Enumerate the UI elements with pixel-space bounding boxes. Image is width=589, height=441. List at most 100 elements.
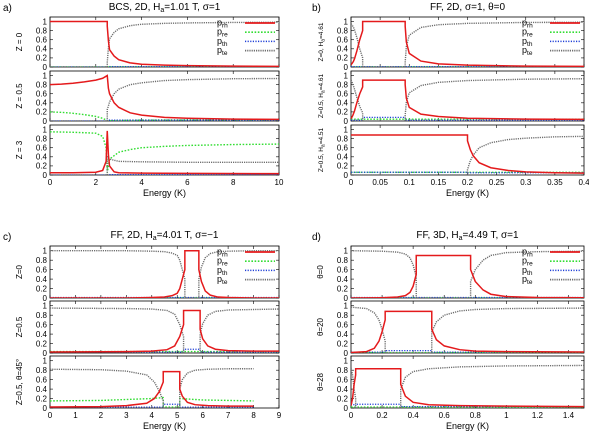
- series-line-p-te: [50, 77, 279, 121]
- y-tick-label: 0.6: [36, 36, 48, 45]
- legend-label-subscript: th: [222, 270, 228, 277]
- x-tick-label: 3: [124, 411, 129, 420]
- y-tick-label: 0.6: [36, 90, 48, 99]
- panel-b: b) FF, 2D, σ=1, θ=000.20.40.60.81Z=0, Ha=…: [312, 2, 589, 198]
- subplot-2: 00.20.40.60.81 Z = 0.5: [15, 70, 280, 126]
- subplot-frame: [49, 300, 280, 354]
- series-line-p-rh: [50, 249, 279, 298]
- legend-label: pth: [522, 36, 533, 48]
- x-tick-label: 5: [175, 411, 180, 420]
- series-line-p-te: [50, 155, 279, 175]
- panel-title-subscript: a: [153, 235, 157, 242]
- legend-label: pre: [522, 256, 533, 268]
- series-line-p-rh: [351, 134, 584, 174]
- y-tick-label: 0.8: [36, 256, 48, 265]
- series-line-p-th: [351, 116, 584, 121]
- y-tick-label: 0.4: [337, 330, 349, 339]
- legend-label: pte: [522, 45, 533, 57]
- panel-letter: b): [312, 3, 321, 14]
- series-line-p-te: [50, 368, 254, 408]
- y-axis-label-subscript: a: [321, 144, 327, 147]
- series-line-p-rh: [351, 79, 584, 121]
- series-line-p-th: [50, 403, 254, 408]
- legend-label-subscript: th: [527, 41, 533, 48]
- y-tick-label: 1: [344, 125, 349, 134]
- y-tick-label: 0.8: [36, 134, 48, 143]
- series-line-p-te: [351, 306, 584, 353]
- x-axis-label: Energy (K): [446, 421, 489, 431]
- x-axis-label: Energy (K): [143, 188, 186, 198]
- panel-letter: c): [3, 232, 11, 243]
- series-line-p-te: [50, 250, 279, 298]
- x-tick-label: 0.15: [431, 178, 447, 187]
- y-tick-label: 0: [43, 63, 48, 72]
- y-tick-label: 0.2: [337, 162, 349, 171]
- x-tick-label: 6: [200, 411, 205, 420]
- y-tick-label: 0.8: [36, 366, 48, 375]
- panel-title-rest: =1.01 T, σ=1: [164, 2, 220, 13]
- legend-label: pth: [217, 36, 228, 48]
- x-tick-label: 0.1: [404, 178, 416, 187]
- series-line-p-te: [50, 307, 279, 353]
- x-tick-label: 0.25: [489, 178, 505, 187]
- subplot-3: 00.20.40.60.810 1 2 3 4 5 6 7 8 9Z=0.5, θ=45°: [15, 355, 282, 420]
- subplot-frame: [49, 124, 280, 176]
- subplot-frame: [49, 70, 280, 122]
- y-tick-label: 0.4: [337, 99, 349, 108]
- series-line-p-th: [351, 402, 584, 408]
- y-tick-label: 0.4: [36, 153, 48, 162]
- panel-title: FF, 2D, Ha=4.01 T, σ=−1: [110, 230, 218, 242]
- series-line-p-te: [351, 21, 584, 67]
- legend-label-subscript: te: [222, 279, 228, 286]
- legend-label: prh: [217, 18, 228, 30]
- y-tick-label: 0.2: [36, 108, 48, 117]
- panel-a: a) BCS, 2D, Ha=1.01 T, σ=100.20.40.60.81Z…: [3, 2, 284, 198]
- subplot-2: 00.20.40.60.81 θ=20: [316, 300, 585, 358]
- series-line-p-re: [50, 131, 279, 173]
- y-tick-label: 0.8: [337, 134, 349, 143]
- y-tick-label: 0.2: [36, 54, 48, 63]
- y-axis-label-rest: =4.61: [318, 73, 325, 90]
- panel-title: BCS, 2D, Ha=1.01 T, σ=1: [109, 2, 221, 14]
- series-line-p-re: [50, 111, 279, 121]
- series-line-p-rh: [50, 309, 279, 353]
- series-line-p-te: [351, 78, 584, 121]
- x-tick-label: 2: [94, 178, 99, 187]
- x-tick-label: 0: [48, 178, 53, 187]
- subplot-frame: [49, 16, 280, 68]
- x-tick-label: 0: [349, 411, 354, 420]
- panel-title-subscript: a: [160, 7, 164, 14]
- legend-label-subscript: th: [222, 41, 228, 48]
- y-axis-label: Z=0.5, Ha=4.51: [318, 127, 327, 172]
- y-tick-label: 0.8: [337, 256, 349, 265]
- x-tick-label: 4: [139, 178, 144, 187]
- legend-label: pre: [522, 27, 533, 39]
- y-tick-label: 0.4: [337, 45, 349, 54]
- x-axis-label: Energy (K): [446, 188, 489, 198]
- legend-label: pth: [522, 265, 533, 277]
- series-line-p-rh: [50, 20, 279, 67]
- y-axis-label-subscript: a: [321, 39, 327, 42]
- subplot-3: 00.20.40.60.810 0.05 0.1 0.15 0.2 0.25 0.3 0.35…: [318, 124, 589, 187]
- x-tick-label: 0.8: [470, 411, 482, 420]
- y-tick-label: 0.2: [337, 394, 349, 403]
- y-tick-label: 0.2: [337, 284, 349, 293]
- panel-title-rest: =4.49 T, σ=1: [463, 230, 519, 241]
- y-tick-label: 0: [43, 349, 48, 358]
- legend-label: pte: [217, 274, 228, 286]
- y-tick-label: 0: [43, 404, 48, 413]
- subplot-3: 00.20.40.60.810 0.2 0.4 0.6 0.8 1 1.2 1.4θ=28: [316, 355, 585, 420]
- x-tick-label: 1.2: [532, 411, 544, 420]
- y-tick-label: 0.4: [337, 385, 349, 394]
- x-tick-label: 0.4: [578, 178, 589, 187]
- y-tick-label: 0.4: [36, 99, 48, 108]
- x-tick-label: 8: [251, 411, 256, 420]
- subplot-2: 00.20.40.60.81 Z=0.5, Ha=4.61: [318, 70, 585, 126]
- subplot-3: 00.20.40.60.810 2 4 6 8 10Z = 3: [15, 124, 284, 187]
- y-tick-label: 0.8: [337, 80, 349, 89]
- y-tick-label: 0: [344, 63, 349, 72]
- y-tick-label: 0: [43, 117, 48, 126]
